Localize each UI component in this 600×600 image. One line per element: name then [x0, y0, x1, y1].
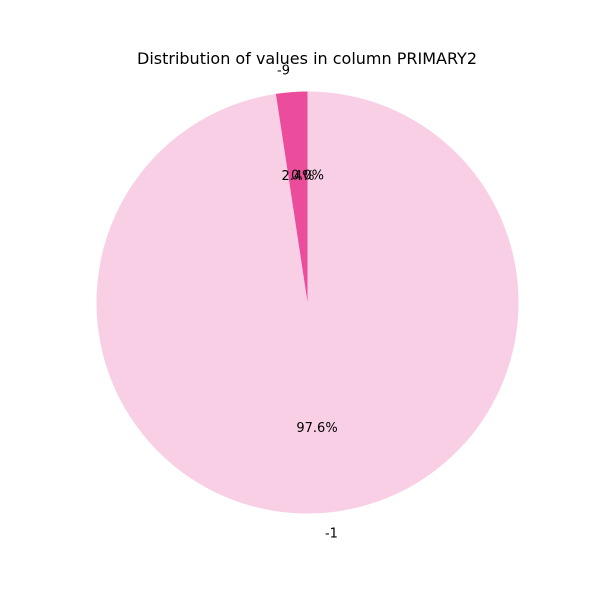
- pie-slice-m9: [275, 91, 308, 303]
- pie-labels: -9 2.4% -1 97.6% 0.0%: [277, 64, 338, 542]
- pct-label-m9: 2.4%: [281, 169, 314, 184]
- chart-title: Distribution of values in column PRIMARY…: [137, 49, 477, 68]
- pct-label-slicem2: 0.0%: [291, 168, 324, 183]
- pie-slice-m1: [96, 91, 519, 514]
- slice-label-m1: -1: [325, 526, 338, 541]
- pct-label-m1: 97.6%: [296, 421, 337, 436]
- pie-slices: [96, 91, 519, 514]
- slice-label-m9: -9: [277, 64, 290, 79]
